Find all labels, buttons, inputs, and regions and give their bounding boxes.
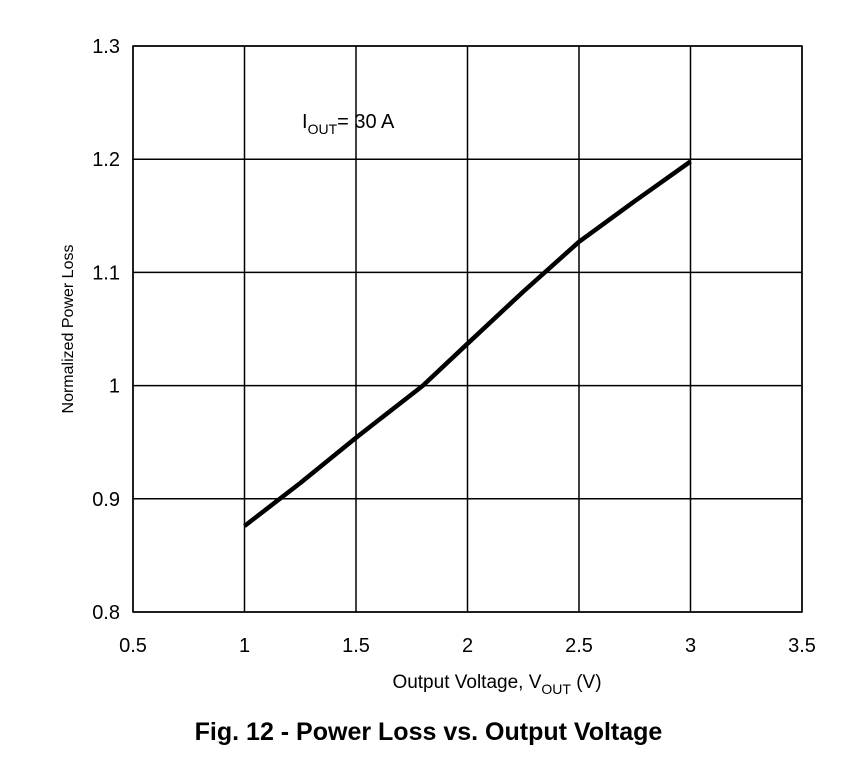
y-tick-label-3: 1.1 <box>92 262 120 284</box>
y-tick-label-1: 0.9 <box>92 489 120 511</box>
annotation-suffix: = 30 A <box>337 111 395 133</box>
y-tick-label-0: 0.8 <box>92 602 120 624</box>
x-tick-label-1: 1 <box>239 635 250 657</box>
vertical-gridlines <box>132 46 803 612</box>
annotation-sub: OUT <box>308 121 338 137</box>
x-tick-label-3: 2 <box>462 635 473 657</box>
y-axis-label: Normalized Power Loss <box>60 245 77 414</box>
y-tick-label-2: 1 <box>109 376 120 398</box>
power-loss-chart: 0.5 1 1.5 2 2.5 3 3.5 0.80.911.11.21.3 IOUT= 3… <box>60 36 816 697</box>
figure-caption: Fig. 12 - Power Loss vs. Output Voltage <box>194 718 663 746</box>
x-axis-label-sub: OUT <box>541 681 571 697</box>
annotation-iout: IOUT= 30 A <box>302 111 395 137</box>
x-axis-label-main: Output Voltage, V <box>392 672 541 693</box>
x-tick-label-0: 0.5 <box>119 635 147 657</box>
x-tick-label-2: 1.5 <box>342 635 370 657</box>
y-tick-label-5: 1.3 <box>92 36 120 58</box>
x-tick-label-6: 3.5 <box>788 635 816 657</box>
x-axis-label-suffix: (V) <box>571 672 602 693</box>
x-axis-label: Output Voltage, VOUT (V) <box>392 672 601 697</box>
x-tick-labels: 0.5 1 1.5 2 2.5 3 3.5 <box>119 635 816 657</box>
series-line <box>243 159 692 528</box>
y-tick-label-4: 1.2 <box>92 149 120 171</box>
x-tick-label-5: 3 <box>685 635 696 657</box>
x-tick-label-4: 2.5 <box>565 635 593 657</box>
plot-frame <box>132 45 803 613</box>
annotation-main: I <box>302 111 308 133</box>
y-tick-labels: 0.8 0.9 1 1.1 1.2 1.3 <box>92 36 120 624</box>
